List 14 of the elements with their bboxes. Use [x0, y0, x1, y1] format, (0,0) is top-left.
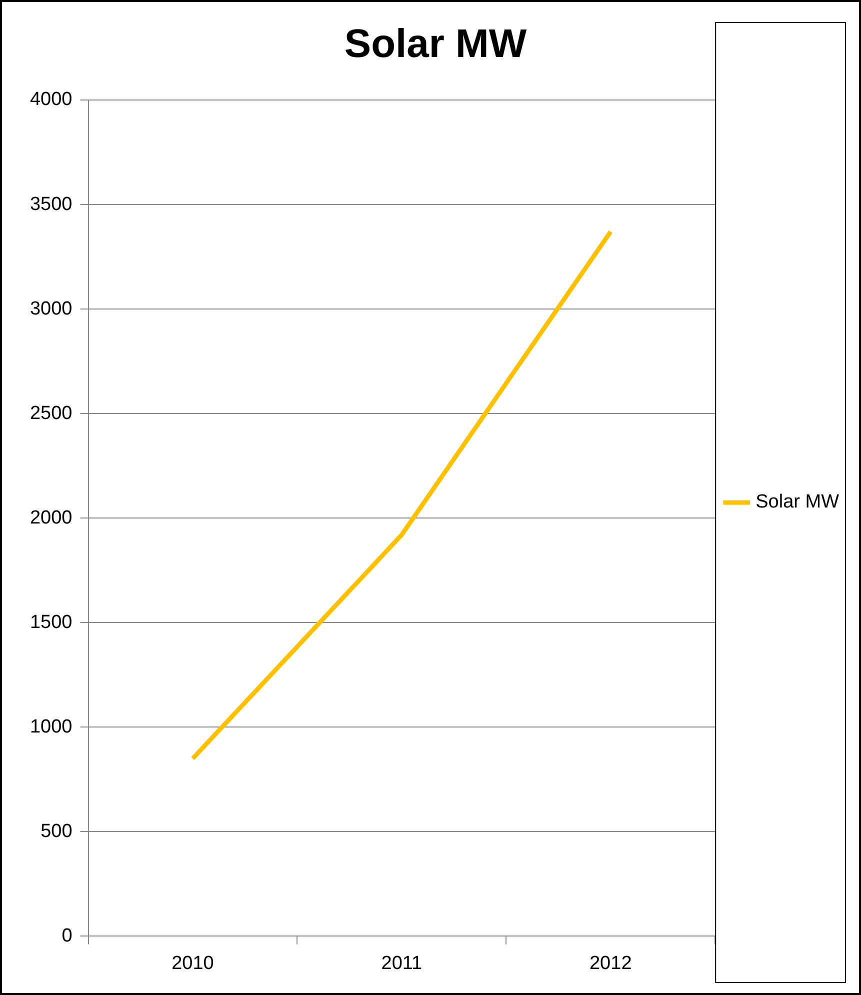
y-tick-label: 3500 [30, 194, 72, 215]
chart-title: Solar MW [344, 22, 527, 66]
y-tick-label: 1500 [30, 612, 72, 633]
x-tick-label: 2012 [589, 952, 632, 974]
x-tick-label: 2011 [381, 952, 422, 974]
y-tick-label: 2000 [30, 507, 72, 528]
y-tick-label: 1000 [30, 716, 72, 738]
y-tick-label: 3000 [30, 298, 72, 320]
y-tick-label: 4000 [30, 89, 72, 110]
y-tick-label: 500 [40, 820, 72, 842]
legend-label: Solar MW [756, 492, 840, 513]
y-tick-label: 2500 [30, 402, 72, 424]
x-tick-label: 2010 [172, 952, 214, 974]
y-tick-label: 0 [62, 925, 72, 946]
